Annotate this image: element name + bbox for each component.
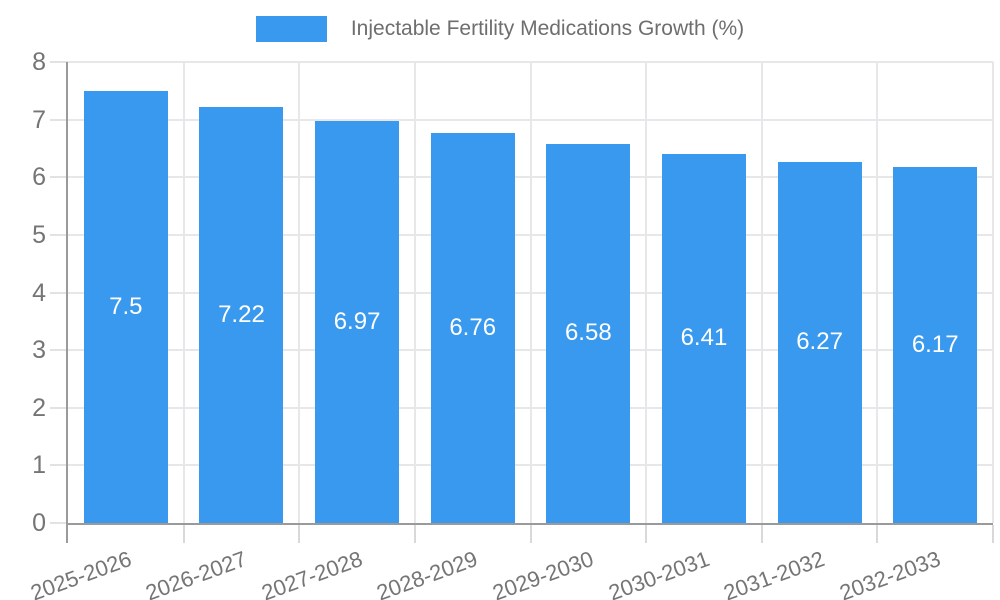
legend-swatch (255, 16, 327, 42)
x-tick-label: 2030-2031 (605, 546, 713, 600)
bar[interactable]: 6.97 (315, 121, 400, 523)
y-tick-label: 7 (32, 105, 46, 134)
y-tick-label: 0 (32, 509, 46, 537)
x-gridline (182, 62, 185, 523)
x-gridline (992, 62, 994, 523)
bar-value-label: 6.27 (796, 328, 843, 356)
x-gridline (645, 62, 648, 523)
bar[interactable]: 7.22 (199, 106, 284, 523)
y-tick-mark (50, 464, 68, 467)
y-tick-mark (50, 118, 68, 121)
y-tick-mark (50, 61, 68, 63)
x-tick-mark (413, 525, 416, 543)
x-tick-mark (992, 525, 994, 543)
y-tick-label: 4 (32, 278, 46, 307)
bar-value-label: 6.76 (449, 314, 497, 342)
x-tick-mark (182, 525, 185, 543)
y-axis-line (66, 62, 68, 543)
x-gridline (298, 62, 301, 523)
y-tick-label: 8 (32, 48, 46, 76)
x-tick-label: 2027-2028 (258, 546, 366, 600)
x-tick-label: 2028-2029 (373, 546, 482, 600)
x-gridline (760, 62, 763, 523)
y-tick-label: 3 (32, 336, 46, 365)
y-tick-label: 5 (32, 220, 46, 249)
chart-legend[interactable]: Injectable Fertility Medications Growth … (0, 16, 1000, 42)
y-tick-label: 1 (32, 451, 46, 480)
y-tick-mark (50, 406, 68, 409)
x-tick-label: 2025-2026 (26, 546, 135, 600)
x-tick-mark (529, 525, 532, 543)
bar[interactable]: 6.58 (546, 143, 631, 523)
y-tick-label: 2 (32, 393, 46, 422)
y-tick-mark (50, 291, 68, 294)
x-tick-label: 2029-2030 (489, 546, 597, 600)
legend-label: Injectable Fertility Medications Growth … (350, 17, 745, 40)
x-gridline (876, 62, 879, 523)
x-tick-mark (298, 525, 301, 543)
y-tick-mark (50, 522, 68, 524)
x-tick-label: 2032-2033 (836, 546, 944, 600)
x-axis-line (68, 523, 993, 525)
x-tick-label: 2031-2032 (720, 546, 829, 600)
bar[interactable]: 6.76 (430, 133, 515, 523)
y-tick-mark (50, 349, 68, 352)
y-tick-mark (50, 176, 68, 179)
bar-value-label: 7.5 (109, 292, 143, 320)
x-tick-mark (876, 525, 879, 543)
y-tick-mark (50, 233, 68, 236)
bar-value-label: 6.17 (911, 331, 959, 359)
bar-value-label: 6.58 (564, 319, 612, 347)
x-tick-label: 2026-2027 (142, 546, 250, 600)
bar[interactable]: 7.5 (83, 90, 168, 523)
x-gridline (529, 62, 532, 523)
x-tick-mark (760, 525, 763, 543)
bar[interactable]: 6.41 (661, 153, 746, 523)
y-tick-label: 6 (32, 163, 46, 192)
bar[interactable]: 6.17 (893, 167, 978, 523)
bar-value-label: 6.41 (680, 324, 728, 352)
bar-value-label: 6.97 (333, 308, 381, 336)
bar[interactable]: 6.27 (777, 161, 862, 523)
x-gridline (413, 62, 416, 523)
x-tick-mark (645, 525, 648, 543)
bar-value-label: 7.22 (218, 300, 265, 328)
